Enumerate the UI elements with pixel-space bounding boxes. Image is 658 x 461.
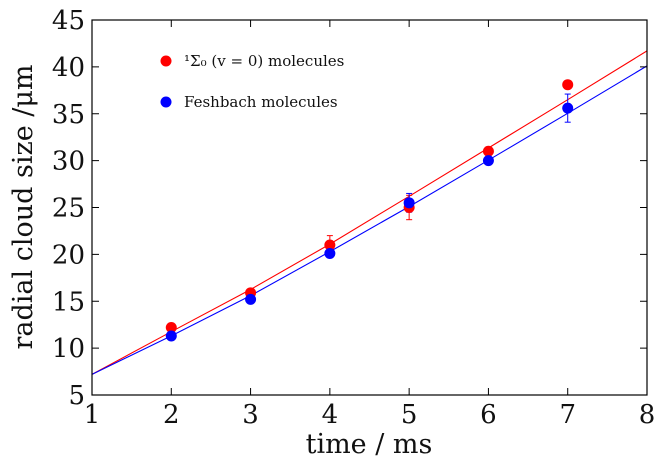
y-tick-label-4: 25 [52, 194, 85, 224]
data-points-layer [165, 79, 574, 342]
data-point-series-1-1 [245, 293, 257, 305]
y-tick-label-6: 35 [52, 100, 85, 130]
data-point-series-1-0 [165, 330, 177, 342]
y-tick-label-1: 10 [52, 334, 85, 364]
x-tick-label-5: 6 [480, 400, 497, 430]
fit-line-series-0 [91, 50, 648, 375]
axis-ticks-layer [91, 19, 648, 396]
legend-marker-series-0 [160, 55, 172, 67]
y-tick-label-5: 30 [52, 147, 85, 177]
x-tick-label-2: 3 [242, 400, 259, 430]
data-point-series-1-4 [482, 155, 494, 167]
legend: ¹Σ₀ (v = 0) molecules Feshbach molecules [160, 52, 344, 111]
y-tick-label-8: 45 [52, 6, 85, 36]
data-point-series-0-4 [482, 145, 494, 157]
data-point-series-1-3 [403, 197, 415, 209]
x-axis-title: time / ms [306, 429, 433, 460]
x-tick-label-1: 2 [163, 400, 180, 430]
data-point-series-0-2 [324, 239, 336, 251]
x-tick-label-7: 8 [639, 400, 656, 430]
y-tick-label-0: 5 [68, 381, 85, 411]
data-point-series-1-5 [562, 102, 574, 114]
x-tick-label-6: 7 [559, 400, 576, 430]
legend-label-series-0: ¹Σ₀ (v = 0) molecules [184, 52, 344, 70]
data-point-series-1-2 [324, 247, 336, 259]
legend-marker-series-1 [160, 96, 172, 108]
y-tick-label-2: 15 [52, 287, 85, 317]
y-axis-title: radial cloud size /μm [8, 64, 39, 349]
data-point-series-0-0 [165, 322, 177, 333]
fit-line-series-1 [91, 65, 648, 375]
x-tick-label-4: 5 [401, 400, 418, 430]
y-tick-label-7: 40 [52, 53, 85, 83]
x-tick-label-3: 4 [322, 400, 339, 430]
fit-lines-layer [91, 50, 648, 375]
x-tick-label-0: 1 [84, 400, 101, 430]
data-point-series-0-5 [562, 79, 574, 91]
legend-label-series-1: Feshbach molecules [184, 93, 338, 111]
y-tick-label-3: 20 [52, 240, 85, 270]
